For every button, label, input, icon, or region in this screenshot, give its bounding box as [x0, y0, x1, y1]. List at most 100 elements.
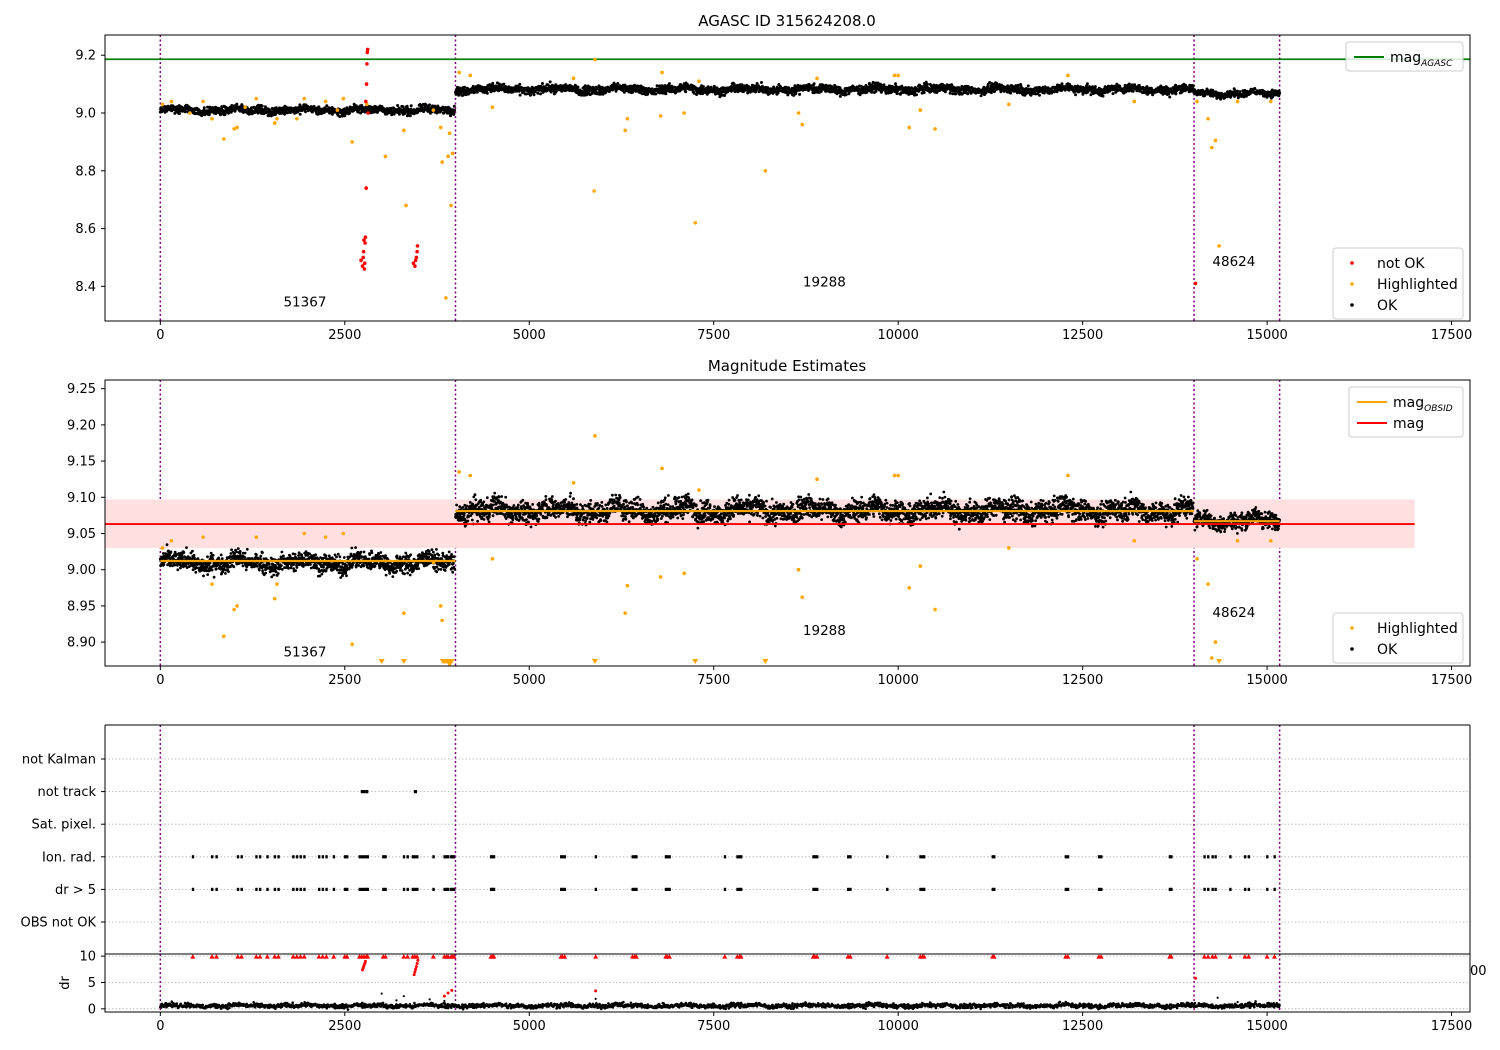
not-ok-point — [362, 267, 367, 271]
ok-point — [357, 564, 361, 567]
ok-point — [260, 104, 264, 108]
ok-point — [209, 551, 213, 555]
ok-point — [483, 91, 487, 94]
ok-point — [338, 115, 342, 119]
highlighted-point — [1195, 99, 1199, 104]
not-ok-point — [361, 249, 366, 254]
legend-point-marker — [1350, 303, 1354, 307]
ok-point — [211, 553, 215, 557]
highlighted-point — [1235, 99, 1240, 104]
legend-label: OK — [1377, 298, 1398, 314]
ok-point — [879, 83, 883, 87]
ok-point — [1038, 93, 1041, 97]
ok-point — [342, 556, 346, 559]
ok-point — [330, 556, 334, 560]
ok-point — [309, 563, 312, 566]
ok-point — [235, 102, 239, 106]
ok-point — [359, 550, 363, 554]
ok-point — [392, 112, 396, 116]
highlighted-point — [160, 102, 165, 107]
not-ok-point — [365, 47, 370, 52]
ok-point — [530, 85, 534, 89]
ok-point — [518, 93, 522, 97]
highlighted-point — [815, 76, 819, 81]
ok-point — [165, 543, 169, 547]
ok-point — [207, 113, 211, 117]
y-tick-label: 8.6 — [75, 222, 96, 237]
highlighted-point — [201, 99, 205, 104]
highlighted-point — [169, 99, 174, 104]
not-ok-point — [362, 261, 367, 266]
ok-point — [654, 92, 658, 96]
ok-point — [1074, 93, 1078, 97]
ok-point — [243, 556, 247, 559]
ok-point — [362, 564, 366, 568]
ok-point — [234, 550, 238, 554]
ok-point — [1009, 91, 1013, 95]
not-ok-point — [414, 255, 419, 260]
ok-point — [220, 557, 224, 561]
highlighted-point — [447, 131, 452, 136]
ok-point — [212, 575, 216, 579]
ok-point — [453, 108, 457, 112]
highlighted-point — [1132, 99, 1137, 104]
not-ok-point — [363, 235, 368, 240]
highlighted-point — [593, 57, 597, 62]
highlighted-point — [658, 114, 663, 118]
ok-point — [244, 568, 248, 572]
not-ok-point — [364, 99, 368, 104]
ok-point — [379, 555, 382, 558]
ok-point — [379, 551, 383, 554]
ok-point — [192, 553, 196, 557]
ok-point — [224, 572, 227, 575]
ok-point — [354, 546, 357, 549]
highlighted-point — [275, 116, 279, 121]
ok-point — [396, 104, 400, 107]
ok-point — [397, 112, 401, 116]
ok-point — [1093, 85, 1097, 89]
ok-point — [948, 91, 952, 95]
y-tick-label: 8.4 — [75, 280, 96, 295]
highlighted-point — [660, 70, 664, 75]
highlighted-point — [243, 105, 247, 110]
ok-point — [667, 82, 671, 86]
highlighted-point — [457, 70, 461, 75]
ok-point — [546, 83, 550, 87]
ok-point — [422, 110, 426, 114]
ok-point — [409, 104, 413, 108]
highlighted-point — [221, 137, 226, 141]
axes-frame — [104, 34, 1471, 322]
ok-point — [541, 82, 544, 85]
highlighted-point — [254, 96, 259, 101]
highlighted-point — [892, 73, 897, 78]
not-ok-point — [366, 111, 370, 115]
highlighted-point — [404, 203, 408, 208]
ok-point — [1168, 95, 1172, 99]
ok-point — [264, 571, 268, 575]
not-ok-point — [363, 241, 367, 245]
highlighted-point — [341, 96, 346, 101]
chart-title: Magnitude Estimates — [708, 357, 866, 375]
ok-point — [352, 102, 356, 106]
ok-point — [210, 568, 214, 572]
ok-point — [320, 572, 324, 576]
ok-point — [227, 570, 230, 573]
highlighted-point — [444, 296, 448, 300]
highlighted-point — [933, 127, 937, 131]
ok-point — [257, 103, 261, 107]
highlighted-point — [272, 121, 277, 125]
ok-point — [882, 83, 886, 87]
ok-point — [485, 91, 489, 95]
ok-point — [261, 569, 264, 573]
ok-point — [317, 105, 321, 109]
ok-point — [1111, 92, 1115, 96]
ok-point — [243, 551, 247, 555]
ok-point — [217, 557, 221, 561]
ok-point — [392, 106, 395, 110]
highlighted-point — [302, 96, 307, 101]
ok-point — [280, 550, 284, 554]
ok-point — [548, 80, 552, 84]
highlighted-point — [188, 111, 192, 115]
highlighted-point — [450, 151, 455, 156]
